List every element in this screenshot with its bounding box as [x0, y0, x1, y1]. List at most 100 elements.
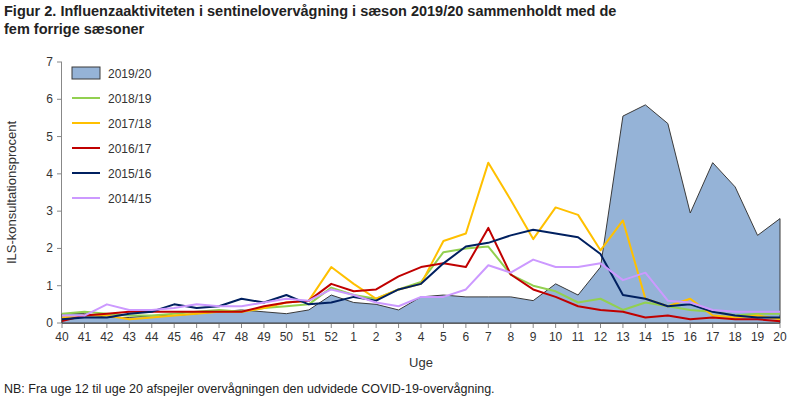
x-tick [62, 323, 63, 328]
legend-label: 2017/18 [108, 117, 152, 131]
x-tick [286, 323, 287, 328]
x-tick-label: 46 [190, 330, 204, 344]
y-tick-label: 0 [46, 316, 53, 330]
legend-swatch [72, 122, 100, 124]
plot-area [62, 105, 780, 323]
x-tick-label: 49 [257, 330, 271, 344]
line-series [62, 260, 780, 316]
x-tick [712, 323, 713, 328]
x-tick [421, 323, 422, 328]
x-tick [735, 323, 736, 328]
x-tick [780, 323, 781, 328]
y-tick [57, 99, 62, 100]
x-tick-label: 12 [594, 330, 608, 344]
y-tick-label: 7 [46, 55, 53, 69]
x-tick [106, 323, 107, 328]
x-tick [600, 323, 601, 328]
y-axis [61, 62, 62, 323]
x-tick-label: 5 [440, 330, 447, 344]
chart: 0123456740414243444546474849505152123456… [0, 0, 800, 406]
x-tick [510, 323, 511, 328]
legend-label: 2014/15 [108, 192, 152, 206]
x-tick [376, 323, 377, 328]
x-tick-label: 15 [661, 330, 675, 344]
legend-label: 2016/17 [108, 142, 152, 156]
x-tick-label: 4 [418, 330, 425, 344]
x-tick-label: 47 [212, 330, 226, 344]
x-tick [578, 323, 579, 328]
x-tick-label: 13 [616, 330, 630, 344]
x-tick-label: 16 [684, 330, 698, 344]
x-tick-label: 7 [485, 330, 492, 344]
y-tick [57, 285, 62, 286]
legend-label: 2018/19 [108, 92, 152, 106]
y-tick [57, 323, 62, 324]
y-tick-label: 4 [46, 167, 53, 181]
y-tick-label: 1 [46, 279, 53, 293]
x-tick-label: 45 [168, 330, 182, 344]
x-tick [241, 323, 242, 328]
x-tick [151, 323, 152, 328]
x-tick-label: 52 [325, 330, 339, 344]
x-tick [645, 323, 646, 328]
x-tick [443, 323, 444, 328]
x-tick-label: 44 [145, 330, 159, 344]
y-tick-label: 5 [46, 130, 53, 144]
x-tick-label: 11 [572, 330, 585, 344]
x-tick-label: 14 [639, 330, 653, 344]
y-tick [57, 62, 62, 63]
legend-swatch [72, 197, 100, 199]
x-tick-label: 48 [235, 330, 249, 344]
x-axis-label: Uge [409, 355, 433, 370]
x-tick-label: 43 [123, 330, 137, 344]
y-tick [57, 211, 62, 212]
x-tick [263, 323, 264, 328]
x-tick-label: 40 [55, 330, 69, 344]
y-tick-label: 3 [46, 204, 53, 218]
title: Figur 2. Influenzaaktiviteten i sentinel… [4, 2, 644, 38]
y-tick [57, 136, 62, 137]
x-tick-label: 6 [463, 330, 470, 344]
legend-swatch [72, 172, 100, 174]
x-tick [667, 323, 668, 328]
x-tick [555, 323, 556, 328]
x-tick-label: 17 [706, 330, 720, 344]
x-tick-label: 42 [100, 330, 114, 344]
x-tick-label: 9 [530, 330, 537, 344]
legend-label: 2019/20 [108, 67, 152, 81]
x-tick [219, 323, 220, 328]
y-axis-label: ILS-konsultationsprocent [4, 121, 19, 264]
x-tick-label: 8 [507, 330, 514, 344]
line-series [62, 230, 780, 319]
x-tick [174, 323, 175, 328]
x-tick [331, 323, 332, 328]
x-tick-label: 19 [751, 330, 765, 344]
y-tick [57, 248, 62, 249]
x-tick-label: 18 [728, 330, 742, 344]
x-tick [690, 323, 691, 328]
x-tick [196, 323, 197, 328]
x-tick [398, 323, 399, 328]
note: NB: Fra uge 12 til uge 20 afspejler over… [4, 382, 495, 396]
area-series [62, 105, 780, 323]
x-tick [622, 323, 623, 328]
x-tick-label: 50 [280, 330, 294, 344]
y-tick [57, 173, 62, 174]
legend-swatch [72, 97, 100, 99]
x-tick [757, 323, 758, 328]
x-tick [465, 323, 466, 328]
y-tick-label: 2 [46, 241, 53, 255]
x-tick [353, 323, 354, 328]
x-tick [129, 323, 130, 328]
x-tick [488, 323, 489, 328]
x-tick-label: 1 [350, 330, 357, 344]
legend-swatch [72, 147, 100, 149]
x-tick [84, 323, 85, 328]
x-tick [533, 323, 534, 328]
legend-swatch [72, 67, 100, 79]
legend-label: 2015/16 [108, 167, 152, 181]
x-tick-label: 10 [549, 330, 563, 344]
x-tick-label: 2 [373, 330, 380, 344]
x-tick-label: 20 [773, 330, 787, 344]
line-series [62, 228, 780, 321]
